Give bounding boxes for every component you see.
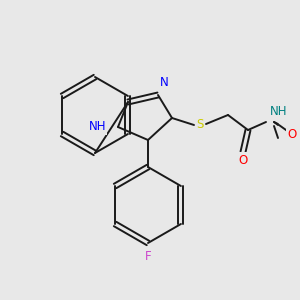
Text: S: S xyxy=(196,118,204,131)
Text: NH: NH xyxy=(270,105,287,118)
Text: O: O xyxy=(287,128,296,140)
Text: NH: NH xyxy=(88,121,106,134)
Text: F: F xyxy=(145,250,151,263)
Text: O: O xyxy=(238,154,247,166)
Text: N: N xyxy=(160,76,169,89)
